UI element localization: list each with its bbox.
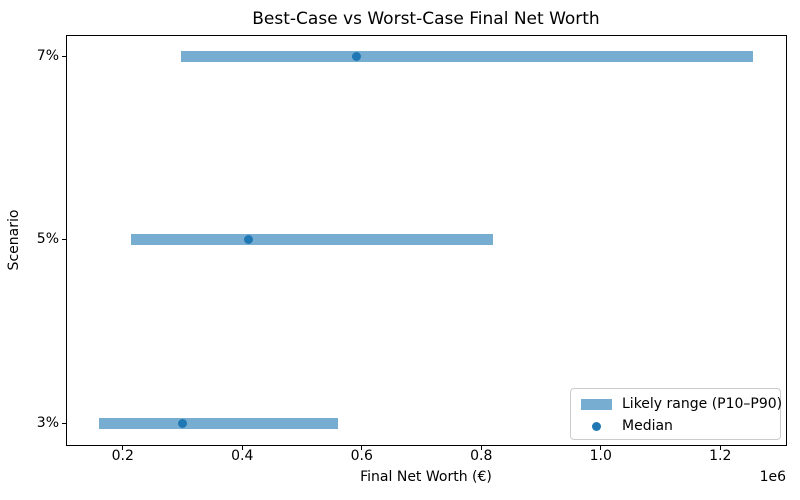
x-axis-label: Final Net Worth (€) — [360, 469, 492, 485]
range-bar — [98, 417, 338, 429]
y-tick-mark — [62, 239, 66, 240]
range-bar — [180, 50, 754, 62]
legend-entry-likely-range: Likely range (P10–P90) — [571, 394, 783, 414]
x-tick-label: 0.8 — [470, 448, 493, 464]
x-tick-label: 0.6 — [350, 448, 373, 464]
y-tick-label: 7% — [36, 47, 59, 64]
median-dot — [351, 51, 361, 61]
range-bar — [131, 234, 494, 245]
x-tick-mark — [361, 446, 363, 450]
median-dot — [243, 235, 253, 244]
legend-entry-median: Median — [571, 416, 780, 436]
legend-label: Median — [622, 418, 673, 434]
x-tick-mark — [600, 446, 602, 450]
legend-range-swatch — [581, 399, 612, 410]
chart-title: Best-Case vs Worst-Case Final Net Worth — [252, 9, 600, 29]
y-tick-label: 3% — [36, 414, 59, 431]
x-tick-label: 0.2 — [111, 448, 134, 464]
x-tick-mark — [241, 446, 243, 450]
y-tick-mark — [62, 422, 66, 424]
y-tick-mark — [62, 55, 66, 57]
x-tick-mark — [719, 446, 721, 450]
y-axis-label: Scenario — [6, 209, 22, 271]
legend-median-dot-icon — [592, 422, 601, 431]
x-tick-label: 1.2 — [709, 448, 732, 464]
y-tick-label: 5% — [36, 231, 59, 247]
x-tick-mark — [122, 446, 124, 450]
x-tick-mark — [480, 446, 482, 450]
legend: Likely range (P10–P90) Median — [570, 388, 783, 440]
x-tick-label: 1.0 — [589, 448, 612, 464]
x-tick-label: 0.4 — [231, 448, 254, 464]
median-dot — [178, 418, 187, 428]
x-axis-offset-label: 1e6 — [759, 469, 786, 485]
legend-label: Likely range (P10–P90) — [622, 396, 783, 412]
